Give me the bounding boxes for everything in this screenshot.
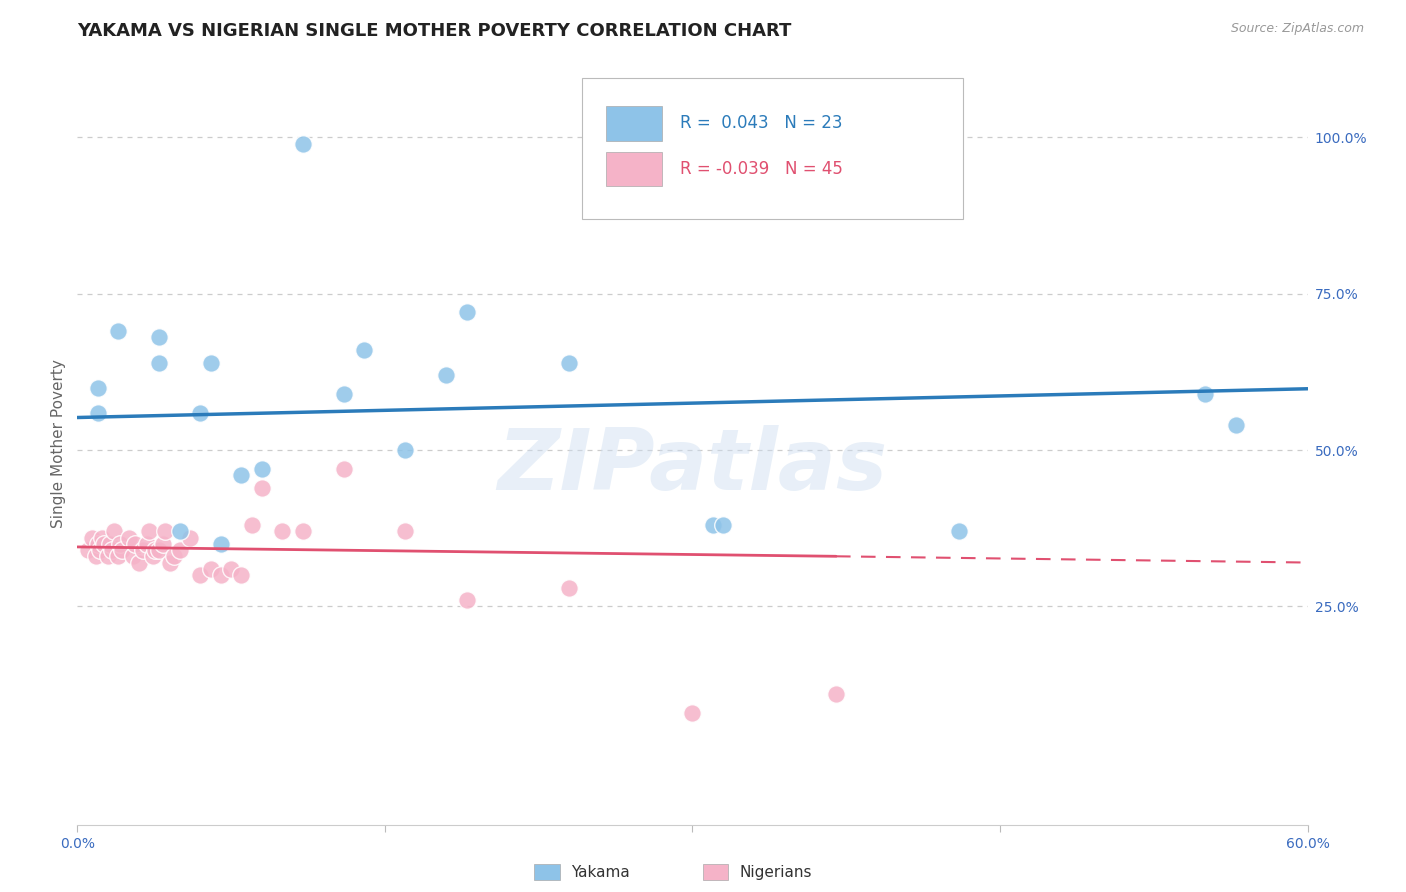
Point (394, 443, 416, 458)
Point (948, 524, 970, 539)
Point (148, 543, 170, 558)
Point (101, 543, 124, 558)
Point (152, 537, 174, 551)
Point (558, 355, 581, 369)
Point (84, 549, 107, 564)
Point (132, 543, 155, 558)
Point (142, 549, 165, 564)
Point (128, 556, 150, 570)
Point (456, 305, 478, 319)
Point (103, 524, 125, 539)
Point (353, 343, 375, 357)
Text: R =  0.043   N = 23: R = 0.043 N = 23 (681, 114, 842, 132)
Point (240, 518, 263, 533)
Point (97, 549, 120, 564)
Point (87, 380, 110, 394)
Point (1225, 417, 1247, 432)
Point (436, 368, 458, 382)
Point (148, 355, 170, 369)
Point (188, 405, 212, 419)
Point (107, 324, 129, 338)
Text: R = -0.039   N = 45: R = -0.039 N = 45 (681, 161, 844, 178)
Point (558, 581, 581, 595)
Point (702, 518, 724, 533)
Point (200, 562, 222, 576)
Point (456, 593, 478, 607)
Text: Yakama: Yakama (571, 865, 630, 880)
Point (209, 537, 232, 551)
Point (76, 543, 98, 558)
Point (209, 568, 232, 582)
Point (87, 405, 110, 419)
Point (121, 549, 143, 564)
Point (169, 524, 191, 539)
Point (250, 462, 273, 476)
Point (333, 462, 356, 476)
Y-axis label: Single Mother Poverty: Single Mother Poverty (51, 359, 66, 528)
Point (138, 524, 160, 539)
FancyBboxPatch shape (582, 78, 963, 219)
Bar (606, 106, 662, 141)
Point (110, 537, 132, 551)
Point (250, 481, 273, 495)
Point (711, 518, 734, 533)
Text: Source: ZipAtlas.com: Source: ZipAtlas.com (1230, 22, 1364, 36)
Point (333, 386, 356, 401)
Point (111, 543, 134, 558)
Text: ZIPatlas: ZIPatlas (498, 425, 887, 508)
Point (231, 568, 253, 582)
Text: YAKAMA VS NIGERIAN SINGLE MOTHER POVERTY CORRELATION CHART: YAKAMA VS NIGERIAN SINGLE MOTHER POVERTY… (77, 22, 792, 40)
Point (124, 537, 146, 551)
Point (93, 537, 115, 551)
Point (179, 531, 201, 545)
Point (89, 543, 111, 558)
Point (87, 537, 110, 551)
Point (231, 468, 253, 483)
Point (271, 524, 294, 539)
Point (291, 524, 314, 539)
Point (169, 543, 191, 558)
Point (117, 531, 139, 545)
Bar (606, 152, 662, 186)
Point (825, 687, 848, 701)
Point (291, 136, 314, 151)
Point (200, 355, 222, 369)
Point (159, 556, 181, 570)
Point (163, 549, 186, 564)
Point (1194, 386, 1216, 401)
Text: Nigerians: Nigerians (740, 865, 813, 880)
Point (98, 537, 121, 551)
Point (394, 524, 416, 539)
Point (143, 543, 166, 558)
Point (107, 549, 129, 564)
Point (682, 706, 704, 720)
Point (188, 568, 212, 582)
Point (80, 531, 103, 545)
Point (90, 531, 114, 545)
Point (136, 537, 159, 551)
Point (148, 330, 170, 344)
Point (219, 562, 242, 576)
Point (155, 524, 177, 539)
